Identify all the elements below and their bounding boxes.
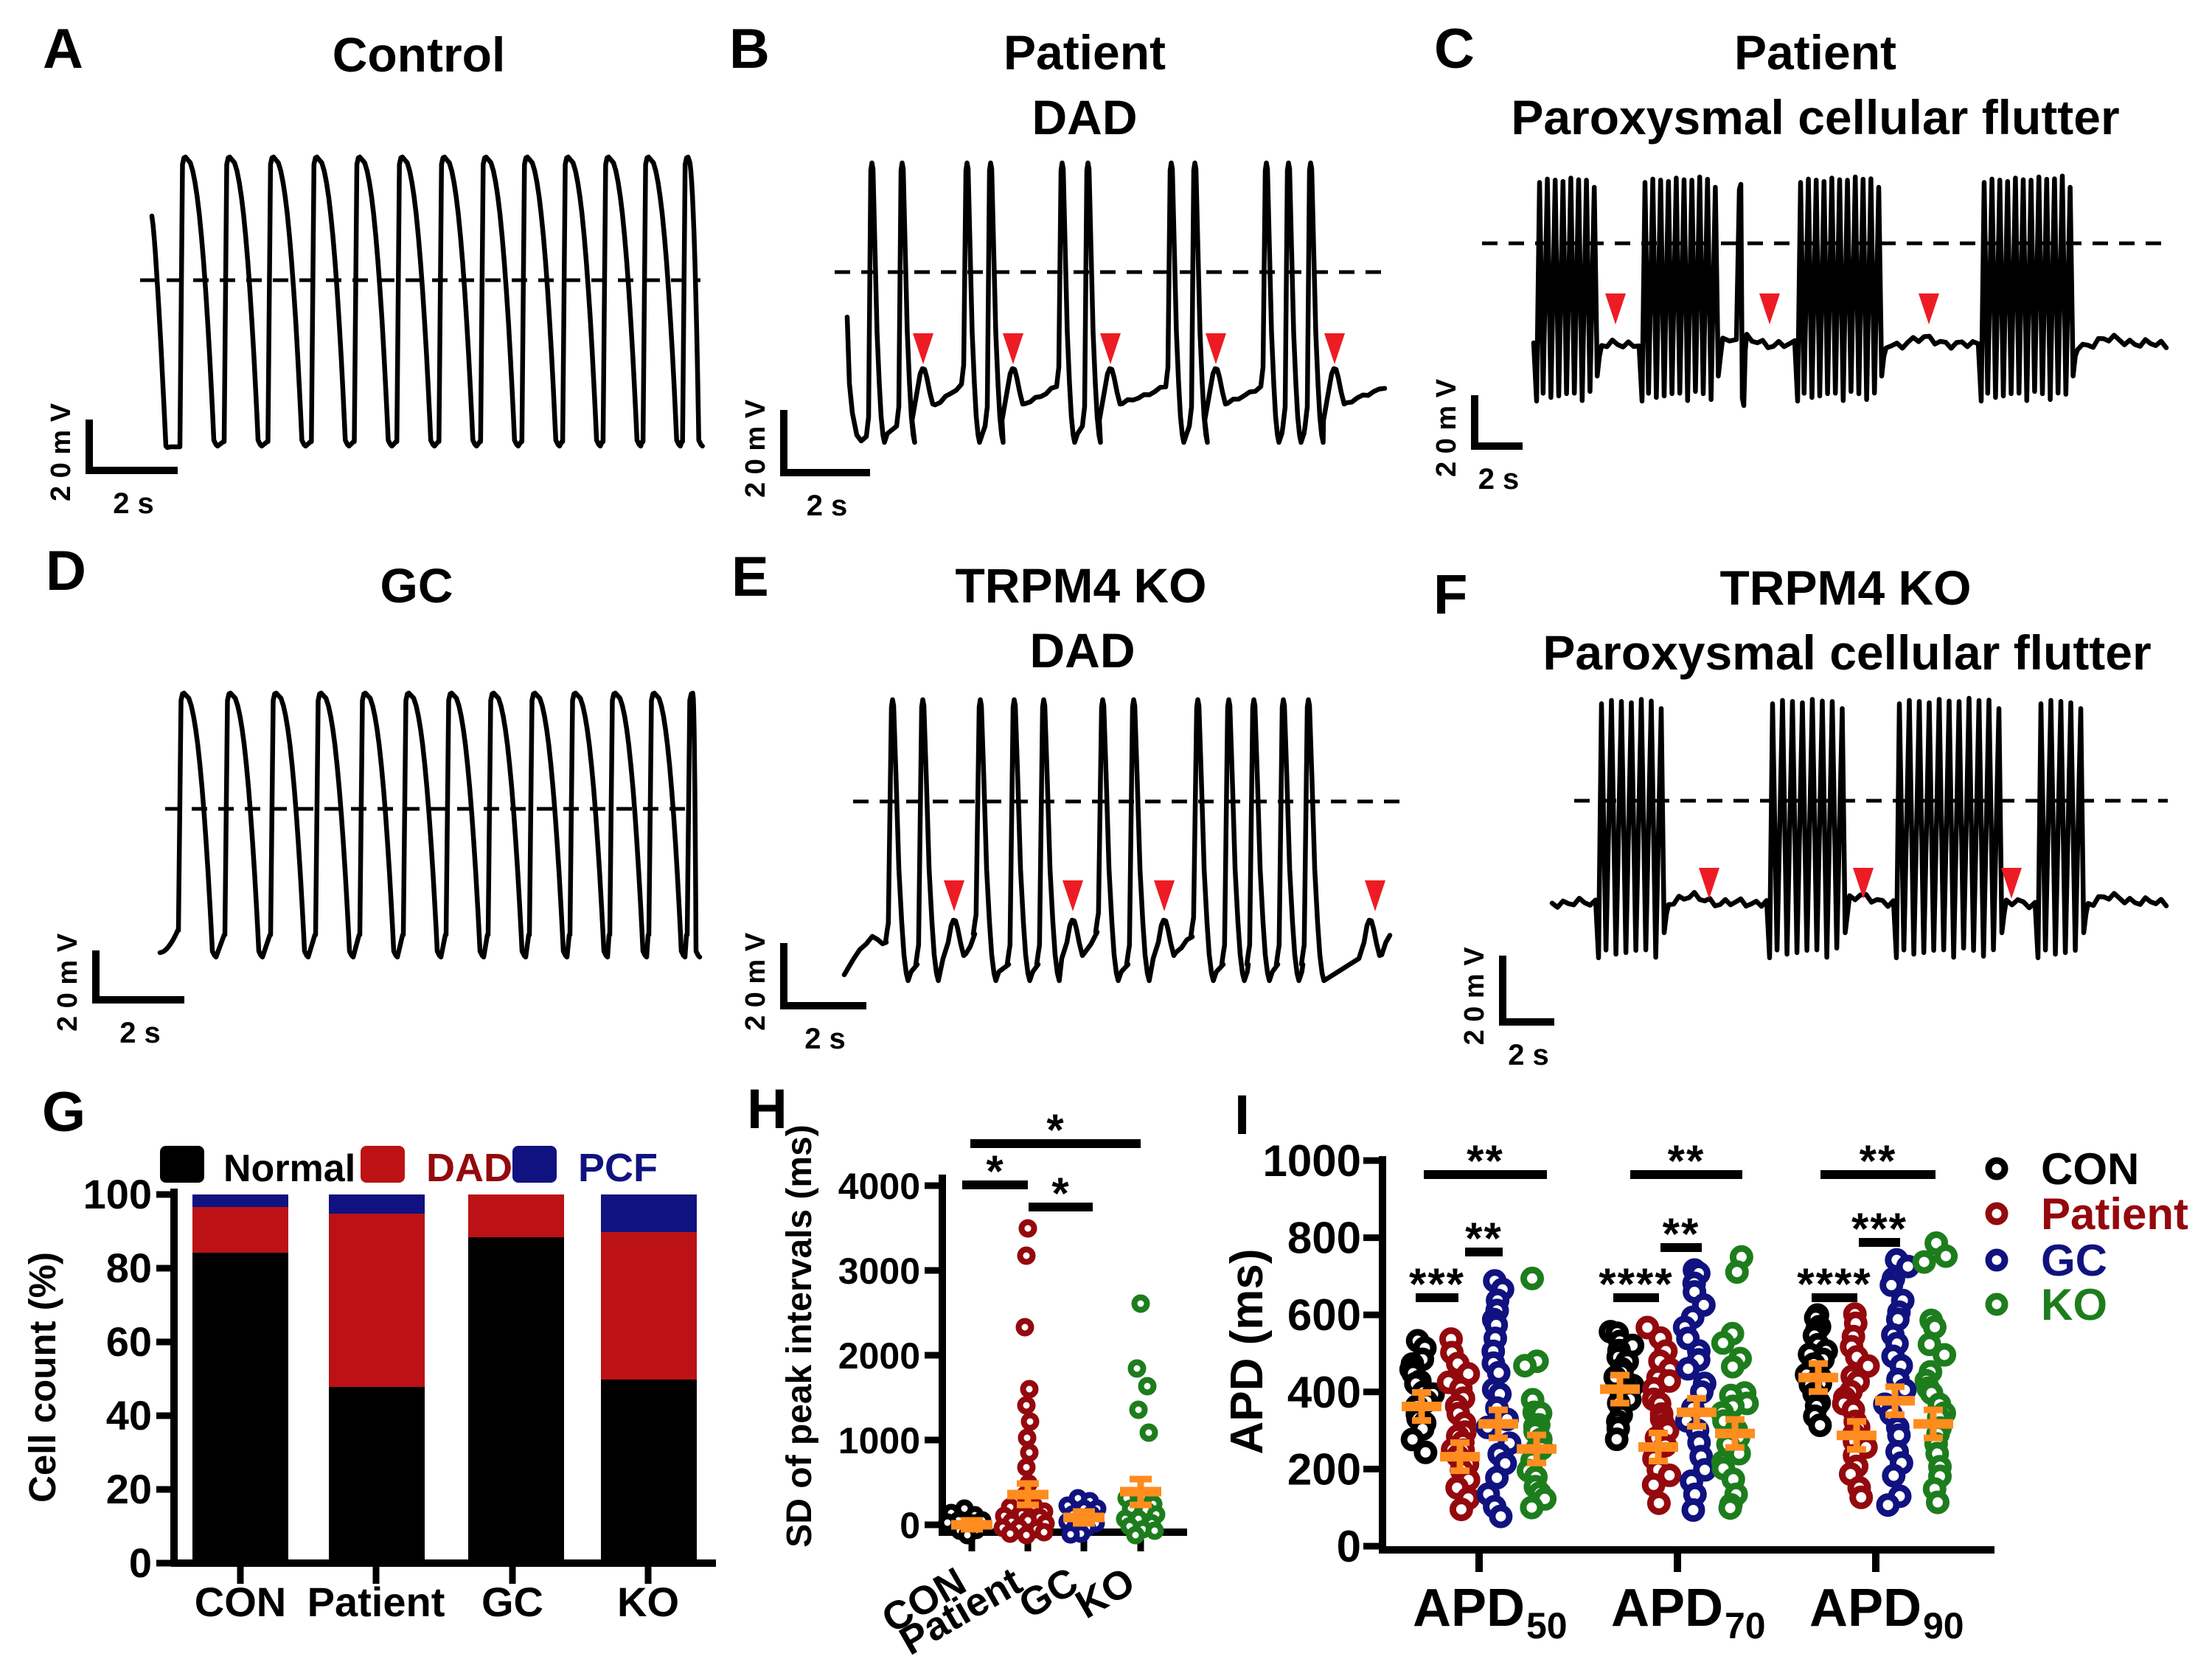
svg-text:H: H bbox=[747, 1078, 787, 1141]
svg-text:0: 0 bbox=[900, 1505, 920, 1546]
svg-text:Patient: Patient bbox=[1004, 25, 1166, 80]
svg-text:DAD: DAD bbox=[1030, 623, 1135, 678]
svg-text:**: ** bbox=[1465, 1214, 1503, 1263]
svg-text:2 s: 2 s bbox=[1508, 1039, 1549, 1071]
svg-text:***: *** bbox=[1851, 1204, 1907, 1253]
svg-text:B: B bbox=[729, 18, 770, 80]
svg-text:*: * bbox=[1051, 1169, 1069, 1218]
svg-text:40: 40 bbox=[106, 1392, 152, 1439]
svg-text:Paroxysmal cellular flutter: Paroxysmal cellular flutter bbox=[1543, 625, 2151, 680]
svg-text:0: 0 bbox=[1337, 1522, 1361, 1571]
svg-text:TRPM4 KO: TRPM4 KO bbox=[1719, 560, 1971, 615]
svg-text:100: 100 bbox=[83, 1171, 152, 1217]
svg-text:2 0 m V: 2 0 m V bbox=[1431, 378, 1462, 477]
svg-text:SD of peak intervals (ms): SD of peak intervals (ms) bbox=[780, 1124, 819, 1548]
svg-text:GC: GC bbox=[481, 1579, 543, 1625]
svg-text:600: 600 bbox=[1287, 1290, 1361, 1340]
svg-text:2 s: 2 s bbox=[119, 1017, 161, 1049]
svg-text:3000: 3000 bbox=[838, 1251, 920, 1292]
svg-text:400: 400 bbox=[1287, 1368, 1361, 1417]
svg-text:PCF: PCF bbox=[578, 1146, 658, 1190]
svg-text:CON: CON bbox=[195, 1579, 286, 1625]
svg-text:200: 200 bbox=[1287, 1444, 1361, 1494]
svg-text:***: *** bbox=[1409, 1259, 1465, 1309]
svg-text:80: 80 bbox=[106, 1245, 152, 1291]
svg-text:APD: APD bbox=[1809, 1579, 1921, 1638]
svg-text:F: F bbox=[1433, 563, 1467, 626]
svg-text:2 0 m V: 2 0 m V bbox=[740, 932, 771, 1031]
svg-text:A: A bbox=[43, 18, 83, 80]
svg-text:KO: KO bbox=[2041, 1280, 2107, 1329]
svg-text:I: I bbox=[1234, 1084, 1250, 1147]
svg-text:CON: CON bbox=[2041, 1144, 2139, 1194]
svg-text:Control: Control bbox=[333, 27, 506, 82]
svg-text:2 0 m V: 2 0 m V bbox=[52, 933, 83, 1032]
svg-text:*: * bbox=[1046, 1105, 1064, 1155]
svg-text:800: 800 bbox=[1287, 1214, 1361, 1263]
svg-text:DAD: DAD bbox=[1032, 90, 1138, 145]
svg-text:GC: GC bbox=[380, 558, 453, 613]
svg-text:2 0 m V: 2 0 m V bbox=[740, 399, 771, 498]
svg-text:Patient: Patient bbox=[307, 1579, 445, 1625]
svg-text:APD: APD bbox=[1611, 1579, 1723, 1638]
svg-text:E: E bbox=[731, 546, 769, 608]
svg-text:2 0 m V: 2 0 m V bbox=[46, 403, 77, 501]
svg-text:2 0 m V: 2 0 m V bbox=[1459, 947, 1490, 1046]
svg-text:4000: 4000 bbox=[838, 1166, 920, 1207]
svg-text:D: D bbox=[46, 540, 86, 602]
svg-text:KO: KO bbox=[617, 1579, 679, 1625]
svg-text:Patient: Patient bbox=[2041, 1189, 2188, 1239]
svg-text:Normal: Normal bbox=[223, 1147, 355, 1190]
svg-text:**: ** bbox=[1467, 1136, 1504, 1186]
svg-text:0: 0 bbox=[129, 1540, 152, 1586]
svg-text:50: 50 bbox=[1526, 1605, 1568, 1646]
svg-text:*: * bbox=[986, 1147, 1004, 1196]
svg-text:1000: 1000 bbox=[1263, 1136, 1361, 1186]
svg-text:2 s: 2 s bbox=[1478, 463, 1520, 495]
svg-text:C: C bbox=[1434, 18, 1475, 80]
svg-text:G: G bbox=[42, 1081, 86, 1144]
svg-text:Patient: Patient bbox=[1734, 25, 1896, 80]
svg-text:DAD: DAD bbox=[426, 1146, 512, 1190]
svg-text:**: ** bbox=[1860, 1136, 1897, 1186]
svg-text:TRPM4 KO: TRPM4 KO bbox=[955, 558, 1206, 613]
svg-text:****: **** bbox=[1797, 1259, 1871, 1309]
svg-text:2 s: 2 s bbox=[804, 1023, 846, 1055]
svg-text:Paroxysmal cellular flutter: Paroxysmal cellular flutter bbox=[1511, 90, 2119, 145]
svg-text:APD: APD bbox=[1413, 1579, 1525, 1638]
svg-text:GC: GC bbox=[2041, 1236, 2107, 1285]
svg-text:APD (ms): APD (ms) bbox=[1222, 1248, 1273, 1454]
svg-text:2 s: 2 s bbox=[807, 490, 848, 522]
svg-text:2000: 2000 bbox=[838, 1335, 920, 1377]
svg-text:20: 20 bbox=[106, 1466, 152, 1512]
svg-text:70: 70 bbox=[1725, 1605, 1766, 1646]
svg-text:2 s: 2 s bbox=[113, 487, 154, 520]
svg-text:**: ** bbox=[1668, 1136, 1705, 1186]
svg-text:60: 60 bbox=[106, 1318, 152, 1365]
svg-text:90: 90 bbox=[1923, 1605, 1964, 1646]
svg-text:**: ** bbox=[1663, 1209, 1700, 1259]
svg-text:Cell count (%): Cell count (%) bbox=[21, 1252, 63, 1503]
svg-text:1000: 1000 bbox=[838, 1420, 920, 1461]
svg-text:****: **** bbox=[1599, 1259, 1673, 1309]
